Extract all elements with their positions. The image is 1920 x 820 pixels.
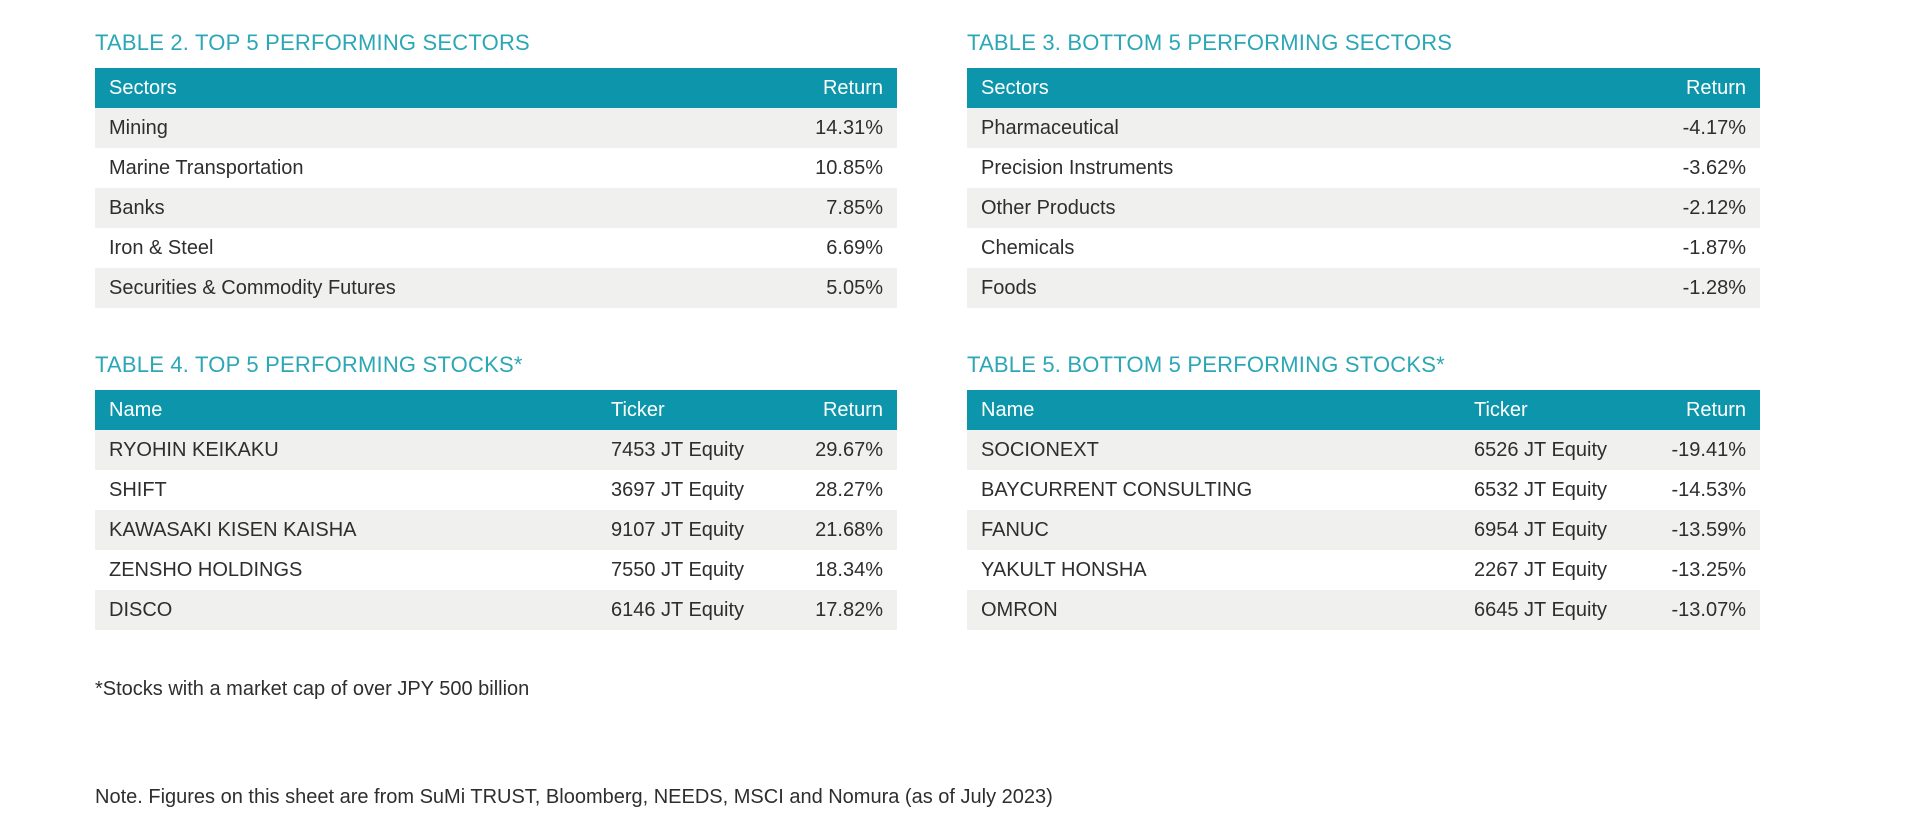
table-cell: 5.05% bbox=[826, 276, 883, 299]
table-row: Marine Transportation 10.85% bbox=[95, 148, 897, 188]
table-header-row: Name Ticker Return bbox=[967, 390, 1760, 430]
table-bottom-stocks: TABLE 5. BOTTOM 5 PERFORMING STOCKS* Nam… bbox=[967, 352, 1760, 630]
table-top-sectors-title: TABLE 2. TOP 5 PERFORMING SECTORS bbox=[95, 30, 530, 55]
column-header-sectors: Sectors bbox=[967, 68, 1590, 108]
table-cell: YAKULT HONSHA bbox=[981, 558, 1147, 581]
table-header-row: Sectors Return bbox=[967, 68, 1760, 108]
table-cell: -4.17% bbox=[1682, 116, 1746, 139]
table-cell: 2267 JT Equity bbox=[1474, 558, 1608, 581]
table-cell: 14.31% bbox=[815, 116, 883, 139]
table-cell: 6954 JT Equity bbox=[1474, 518, 1608, 541]
table-row: BAYCURRENT CONSULTING 6532 JT Equity -14.5… bbox=[967, 470, 1760, 510]
table-row: YAKULT HONSHA 2267 JT Equity -13.25% bbox=[967, 550, 1760, 590]
column-header-return: Return bbox=[1645, 390, 1760, 430]
table-bottom-sectors-title: TABLE 3. BOTTOM 5 PERFORMING SECTORS bbox=[967, 30, 1453, 55]
table-cell: 28.27% bbox=[815, 478, 883, 501]
column-header-sectors: Sectors bbox=[95, 68, 727, 108]
table-row: ZENSHO HOLDINGS 7550 JT Equity 18.34% bbox=[95, 550, 897, 590]
column-header-return: Return bbox=[1590, 68, 1760, 108]
table-row: Other Products -2.12% bbox=[967, 188, 1760, 228]
table-cell: 21.68% bbox=[815, 518, 883, 541]
table-cell: 7.85% bbox=[826, 196, 883, 219]
table-cell: 7550 JT Equity bbox=[611, 558, 745, 581]
table-cell: FANUC bbox=[981, 518, 1049, 541]
table-header-row: Sectors Return bbox=[95, 68, 897, 108]
table-cell: BAYCURRENT CONSULTING bbox=[981, 478, 1253, 501]
table-cell: Precision Instruments bbox=[981, 156, 1174, 179]
table-cell: 6532 JT Equity bbox=[1474, 478, 1608, 501]
table-cell: Marine Transportation bbox=[109, 156, 304, 179]
table-cell: -3.62% bbox=[1682, 156, 1746, 179]
table-cell: -13.07% bbox=[1671, 598, 1747, 621]
table-row: SOCIONEXT 6526 JT Equity -19.41% bbox=[967, 430, 1760, 470]
table-row: RYOHIN KEIKAKU 7453 JT Equity 29.67% bbox=[95, 430, 897, 470]
table-cell: 9107 JT Equity bbox=[611, 518, 745, 541]
table-cell: -13.25% bbox=[1671, 558, 1747, 581]
table-row: Mining 14.31% bbox=[95, 108, 897, 148]
column-header-return: Return bbox=[782, 390, 897, 430]
table-cell: Iron & Steel bbox=[109, 236, 214, 259]
data-source-note: Note. Figures on this sheet are from SuM… bbox=[95, 786, 1053, 808]
table-cell: Other Products bbox=[981, 196, 1116, 219]
table-row: OMRON 6645 JT Equity -13.07% bbox=[967, 590, 1760, 630]
table-top-stocks: TABLE 4. TOP 5 PERFORMING STOCKS* Name T… bbox=[95, 352, 897, 630]
table-cell: SOCIONEXT bbox=[981, 438, 1099, 461]
table-cell: 3697 JT Equity bbox=[611, 478, 745, 501]
column-header-return: Return bbox=[727, 68, 897, 108]
column-header-name: Name bbox=[95, 390, 597, 430]
table-cell: 6146 JT Equity bbox=[611, 598, 745, 621]
table-cell: -14.53% bbox=[1671, 478, 1747, 501]
column-header-ticker: Ticker bbox=[597, 390, 782, 430]
table-row: Iron & Steel 6.69% bbox=[95, 228, 897, 268]
table-cell: Mining bbox=[109, 116, 168, 139]
table-cell: 17.82% bbox=[815, 598, 883, 621]
table-row: DISCO 6146 JT Equity 17.82% bbox=[95, 590, 897, 630]
table-cell: 29.67% bbox=[815, 438, 883, 461]
table-cell: Securities & Commodity Futures bbox=[109, 276, 396, 299]
table-cell: 10.85% bbox=[815, 156, 883, 179]
table-cell: Pharmaceutical bbox=[981, 116, 1119, 139]
column-header-name: Name bbox=[967, 390, 1460, 430]
table-bottom-stocks-title: TABLE 5. BOTTOM 5 PERFORMING STOCKS* bbox=[967, 352, 1445, 377]
table-top-sectors: TABLE 2. TOP 5 PERFORMING SECTORS Sector… bbox=[95, 30, 897, 308]
table-cell: -19.41% bbox=[1671, 438, 1747, 461]
table-cell: -1.28% bbox=[1682, 276, 1746, 299]
table-row: KAWASAKI KISEN KAISHA 9107 JT Equity 21.68… bbox=[95, 510, 897, 550]
table-cell: KAWASAKI KISEN KAISHA bbox=[109, 518, 357, 541]
market-cap-footnote: *Stocks with a market cap of over JPY 50… bbox=[95, 678, 530, 700]
table-cell: 6526 JT Equity bbox=[1474, 438, 1608, 461]
table-cell: OMRON bbox=[981, 598, 1058, 621]
table-cell: Banks bbox=[109, 196, 165, 219]
table-row: FANUC 6954 JT Equity -13.59% bbox=[967, 510, 1760, 550]
table-cell: -1.87% bbox=[1682, 236, 1746, 259]
table-cell: 6645 JT Equity bbox=[1474, 598, 1608, 621]
table-row: Banks 7.85% bbox=[95, 188, 897, 228]
table-row: Foods -1.28% bbox=[967, 268, 1760, 308]
table-cell: 18.34% bbox=[815, 558, 883, 581]
table-cell: ZENSHO HOLDINGS bbox=[109, 558, 303, 581]
table-bottom-sectors: TABLE 3. BOTTOM 5 PERFORMING SECTORS Sec… bbox=[967, 30, 1760, 308]
bottom-sectors-table: Sectors Return Pharmaceutical -4.17% Preci… bbox=[967, 68, 1760, 308]
table-cell: -13.59% bbox=[1671, 518, 1747, 541]
table-top-stocks-title: TABLE 4. TOP 5 PERFORMING STOCKS* bbox=[95, 352, 523, 377]
table-cell: SHIFT bbox=[109, 478, 167, 501]
column-header-ticker: Ticker bbox=[1460, 390, 1645, 430]
table-cell: Foods bbox=[981, 276, 1037, 299]
table-header-row: Name Ticker Return bbox=[95, 390, 897, 430]
table-row: Precision Instruments -3.62% bbox=[967, 148, 1760, 188]
table-row: Pharmaceutical -4.17% bbox=[967, 108, 1760, 148]
table-row: Chemicals -1.87% bbox=[967, 228, 1760, 268]
table-cell: RYOHIN KEIKAKU bbox=[109, 438, 279, 461]
table-cell: -2.12% bbox=[1682, 196, 1746, 219]
table-cell: 6.69% bbox=[826, 236, 883, 259]
table-cell: DISCO bbox=[109, 598, 173, 621]
table-row: Securities & Commodity Futures 5.05% bbox=[95, 268, 897, 308]
table-row: SHIFT 3697 JT Equity 28.27% bbox=[95, 470, 897, 510]
table-cell: 7453 JT Equity bbox=[611, 438, 745, 461]
bottom-stocks-table: Name Ticker Return SOCIONEXT 6526 JT Equi… bbox=[967, 390, 1760, 630]
top-sectors-table: Sectors Return Mining 14.31% Marine Transp… bbox=[95, 68, 897, 308]
table-cell: Chemicals bbox=[981, 236, 1075, 259]
top-stocks-table: Name Ticker Return RYOHIN KEIKAKU 7453 JT… bbox=[95, 390, 897, 630]
